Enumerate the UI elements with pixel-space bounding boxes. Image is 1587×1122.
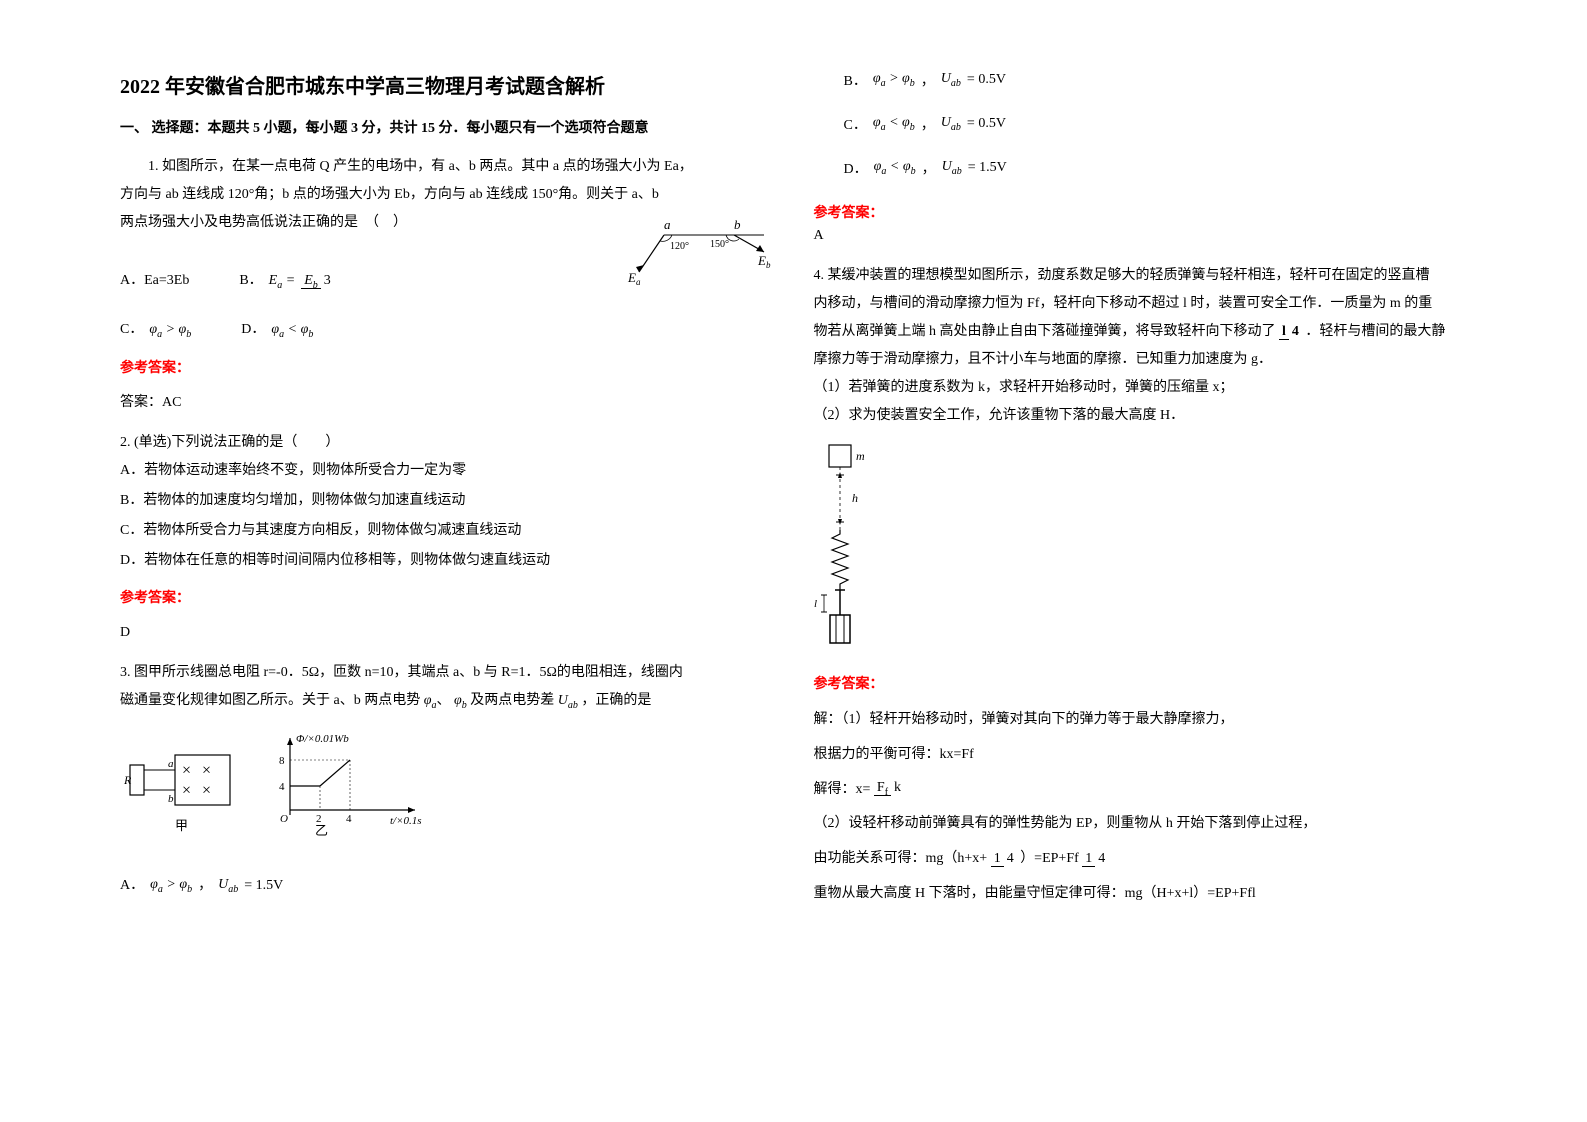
q1-answer-label: 参考答案：: [120, 355, 774, 383]
question-4: 4. 某缓冲装置的理想模型如图所示，劲度系数足够大的轻质弹簧与轻杆相连，轻杆可在…: [814, 262, 1468, 910]
q3-option-d: D． φa < φb ， Uab = 1.5V: [844, 158, 1468, 178]
label-eb: Eb: [757, 253, 771, 270]
svg-text:×: ×: [202, 762, 211, 779]
q3-option-a: A． φa > φb ， Uab = 1.5V: [120, 871, 283, 900]
q2-option-b: B．若物体的加速度均匀增加，则物体做匀加速直线运动: [120, 487, 774, 515]
q4-line2: 内移动，与槽间的滑动摩擦力恒为 Ff，轻杆向下移动不超过 l 时，装置可安全工作…: [814, 290, 1468, 318]
q3-line1: 3. 图甲所示线圈总电阻 r=-0．5Ω，匝数 n=10，其端点 a、b 与 R…: [120, 659, 774, 687]
q4-diagram: m h l: [814, 440, 1468, 661]
q4-sol-line6: 重物从最大高度 H 下落时，由能量守恒定律可得：mg（H+x+l）=EP+Ffl: [814, 879, 1468, 910]
label-a: a: [664, 217, 671, 232]
svg-text:O: O: [280, 813, 288, 825]
q4-sol-line5: 由功能关系可得：mg（h+x+ 14 ）=EP+Ff 14: [814, 844, 1468, 875]
question-3: 3. 图甲所示线圈总电阻 r=-0．5Ω，匝数 n=10，其端点 a、b 与 R…: [120, 659, 774, 901]
q4-sol-line1: 解：（1）轻杆开始移动时，弹簧对其向下的弹力等于最大静摩擦力，: [814, 705, 1468, 736]
q4-line1: 4. 某缓冲装置的理想模型如图所示，劲度系数足够大的轻质弹簧与轻杆相连，轻杆可在…: [814, 262, 1468, 290]
question-1: 1. 如图所示，在某一点电荷 Q 产生的电场中，有 a、b 两点。其中 a 点的…: [120, 153, 774, 417]
svg-text:乙: 乙: [315, 823, 328, 838]
svg-text:R: R: [123, 773, 132, 787]
q4-sol-line3: 解得：x= Ffk: [814, 775, 1468, 806]
q4-line4: 摩擦力等于滑动摩擦力，且不计小车与地面的摩擦．已知重力加速度为 g．: [814, 346, 1468, 374]
q4-sol-line2: 根据力的平衡可得：kx=Ff: [814, 740, 1468, 771]
q1-option-d: D． φa < φb: [241, 316, 313, 345]
q1-line2: 方向与 ab 连线成 120°角；b 点的场强大小为 Eb，方向与 ab 连线成…: [120, 181, 774, 209]
svg-text:甲: 甲: [175, 818, 188, 833]
q4-answer-label: 参考答案：: [814, 671, 1468, 699]
page-title: 2022 年安徽省合肥市城东中学高三物理月考试题含解析: [120, 70, 774, 99]
svg-text:×: ×: [182, 782, 191, 799]
q1-option-a: A．Ea=3Eb: [120, 267, 189, 295]
svg-text:l: l: [814, 598, 817, 610]
svg-text:4: 4: [279, 781, 285, 793]
q2-option-d: D．若物体在任意的相等时间间隔内位移相等，则物体做匀速直线运动: [120, 547, 774, 575]
svg-text:Φ/×0.01Wb: Φ/×0.01Wb: [296, 733, 349, 745]
q3-option-b: B． φa > φb ， Uab = 0.5V: [844, 70, 1468, 90]
svg-text:×: ×: [182, 762, 191, 779]
angle-120: 120°: [670, 241, 689, 252]
q3-line2: 磁通量变化规律如图乙所示。关于 a、b 两点电势 φa、 φb 及两点电势差 U…: [120, 687, 774, 716]
q1-diagram: a b 120° 150° Ea Eb: [614, 217, 774, 298]
left-column: 2022 年安徽省合肥市城东中学高三物理月考试题含解析 一、 选择题：本题共 5…: [100, 70, 794, 1082]
svg-text:m: m: [856, 449, 865, 463]
q4-sub1: （1）若弹簧的进度系数为 k，求轻杆开始移动时，弹簧的压缩量 x；: [814, 374, 1468, 402]
q1-option-b: B． Ea = Eb3: [239, 267, 333, 296]
q1-answer: 答案：AC: [120, 389, 774, 417]
svg-text:b: b: [168, 793, 174, 805]
label-ea: Ea: [627, 270, 641, 287]
q2-option-a: A．若物体运动速率始终不变，则物体所受合力一定为零: [120, 457, 774, 485]
q1-option-c: C． φa > φb: [120, 316, 191, 345]
q3-options-right: B． φa > φb ， Uab = 0.5V C． φa < φb ， Uab…: [844, 70, 1468, 178]
svg-text:t/×0.1s: t/×0.1s: [390, 815, 422, 827]
q3-answer: A: [814, 228, 1468, 244]
q2-option-c: C．若物体所受合力与其速度方向相反，则物体做匀减速直线运动: [120, 517, 774, 545]
angle-150: 150°: [710, 239, 729, 250]
q4-line3: 物若从离弹簧上端 h 高处由静止自由下落碰撞弹簧，将导致轻杆向下移动了 l4 ．…: [814, 318, 1468, 346]
q4-solution: 解：（1）轻杆开始移动时，弹簧对其向下的弹力等于最大静摩擦力， 根据力的平衡可得…: [814, 705, 1468, 910]
q2-answer-label: 参考答案：: [120, 585, 774, 613]
label-b: b: [734, 217, 741, 232]
q4-sol-line4: （2）设轻杆移动前弹簧具有的弹性势能为 EP，则重物从 h 开始下落到停止过程，: [814, 809, 1468, 840]
q3-answer-label: 参考答案：: [814, 202, 1468, 222]
q2-stem: 2. (单选)下列说法正确的是（ ）: [120, 429, 774, 457]
svg-text:8: 8: [279, 755, 285, 767]
svg-text:a: a: [168, 758, 174, 770]
q3-option-c: C． φa < φb ， Uab = 0.5V: [844, 114, 1468, 134]
question-2: 2. (单选)下列说法正确的是（ ） A．若物体运动速率始终不变，则物体所受合力…: [120, 429, 774, 647]
right-column: B． φa > φb ， Uab = 0.5V C． φa < φb ， Uab…: [794, 70, 1488, 1082]
section-header: 一、 选择题：本题共 5 小题，每小题 3 分，共计 15 分．每小题只有一个选…: [120, 117, 774, 137]
q2-answer: D: [120, 619, 774, 647]
q3-diagram: R a b × × × × 甲 Φ/×0.01Wb t/×0.1s 8 4: [120, 730, 774, 851]
svg-text:h: h: [852, 491, 858, 505]
q4-sub2: （2）求为使装置安全工作，允许该重物下落的最大高度 H．: [814, 402, 1468, 430]
q1-line1: 1. 如图所示，在某一点电荷 Q 产生的电场中，有 a、b 两点。其中 a 点的…: [120, 153, 774, 181]
svg-text:4: 4: [346, 813, 352, 825]
svg-text:×: ×: [202, 782, 211, 799]
